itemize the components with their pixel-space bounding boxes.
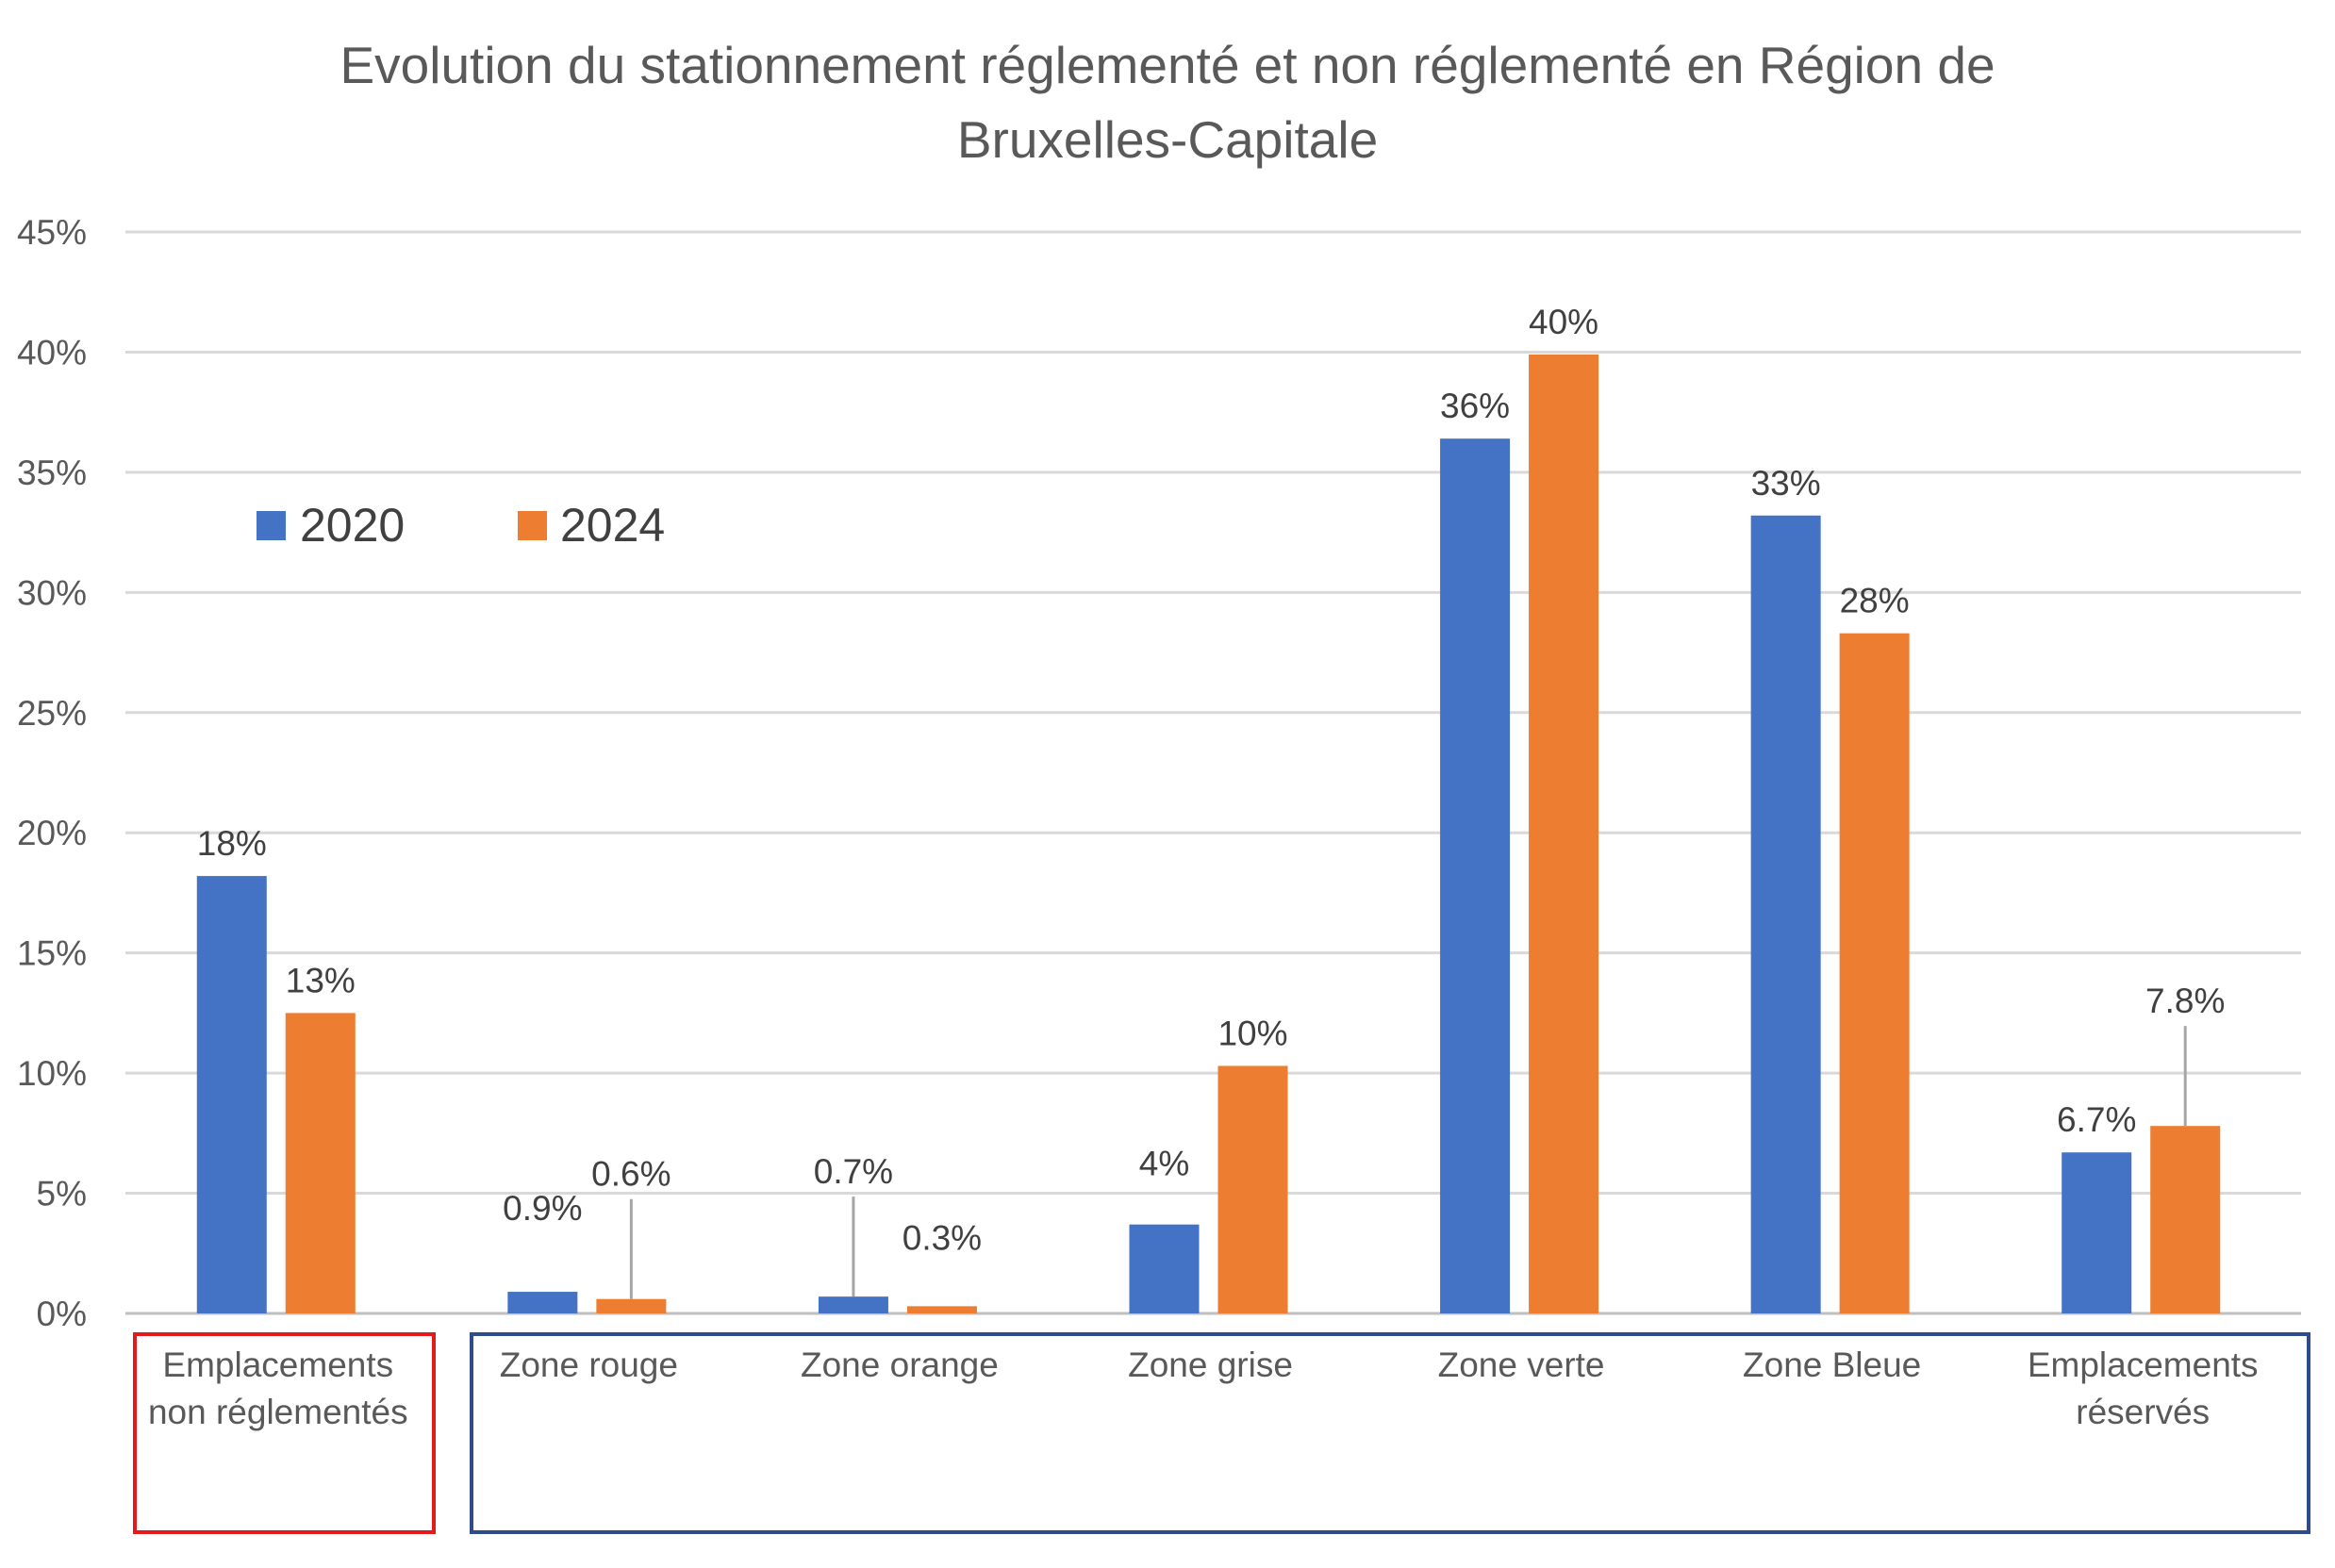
y-tick-label: 45% [17,213,87,252]
bar-2020-6 [2062,1152,2132,1313]
group-box-0 [133,1332,436,1534]
data-label-2024-1: 0.6% [591,1155,671,1194]
data-label-2020-6: 6.7% [2057,1100,2136,1139]
y-tick-label: 40% [17,333,87,371]
data-label-2024-6: 7.8% [2145,982,2225,1020]
category-label: Zone Bleue [1743,1345,1921,1384]
bar-2024-6 [2150,1126,2221,1313]
bar-2024-2 [906,1306,977,1313]
bar-2024-1 [596,1298,667,1313]
data-label-2024-0: 13% [286,961,356,999]
legend: 2020 2024 [257,499,665,552]
data-label-2024-5: 28% [1840,582,1910,620]
data-label-2020-2: 0.7% [814,1152,893,1191]
category-label: Zone orange [801,1345,999,1384]
data-label-2020-3: 4% [1139,1145,1189,1183]
data-label-2024-2: 0.3% [903,1218,982,1257]
group-box-1 [470,1332,2310,1534]
bars [196,354,2221,1313]
category-labels: Emplacements non réglementés Zone rouge Zon… [148,1345,2259,1431]
legend-swatch-2024 [518,511,547,540]
data-label-2020-0: 18% [197,824,267,863]
bar-2020-3 [1129,1224,1200,1313]
group-boxes [133,1332,2310,1534]
data-labels: 18% 0.9% 0.7% 4% 36% 33% 6.7% 13% 0.6% 0.3% 10% 40%… [197,303,2225,1299]
legend-label-2024: 2024 [560,499,665,552]
y-axis-tick-labels: 0% 5% 10% 15% 20% 25% 30% 35% 40% 45% [17,213,87,1333]
data-label-2024-3: 10% [1217,1014,1287,1052]
y-tick-label: 0% [37,1295,87,1333]
bar-2020-1 [507,1292,578,1313]
bar-2024-3 [1217,1065,1288,1313]
y-tick-label: 30% [17,573,87,612]
bar-2020-2 [818,1296,888,1313]
data-label-2020-1: 0.9% [503,1189,582,1228]
category-label: réservés [2076,1393,2210,1431]
bar-2024-0 [285,1013,356,1313]
category-label: Zone verte [1438,1345,1605,1384]
chart-title-line-1: Evolution du stationnement réglementé et… [339,36,1995,94]
bar-2024-5 [1839,633,1910,1313]
y-tick-label: 15% [17,934,87,973]
category-label: non réglementés [148,1393,408,1431]
data-label-2020-5: 33% [1751,464,1821,503]
legend-label-2020: 2020 [300,499,405,552]
category-label: Emplacements [2028,1345,2259,1384]
legend-swatch-2020 [257,511,286,540]
category-label: Zone rouge [500,1345,678,1384]
category-label: Zone grise [1128,1345,1293,1384]
bar-2020-4 [1440,438,1511,1313]
gridlines [125,230,2301,1315]
data-label-2024-4: 40% [1529,303,1598,341]
y-tick-label: 25% [17,694,87,733]
y-tick-label: 10% [17,1054,87,1093]
y-tick-label: 5% [37,1175,87,1213]
chart-title-line-2: Bruxelles-Capitale [957,110,1378,169]
bar-2020-0 [196,876,267,1313]
category-label: Emplacements [162,1345,393,1384]
bar-2024-4 [1529,354,1599,1313]
y-tick-label: 35% [17,454,87,492]
data-label-2020-4: 36% [1440,387,1510,425]
y-tick-label: 20% [17,814,87,852]
bar-2020-5 [1750,515,1821,1313]
